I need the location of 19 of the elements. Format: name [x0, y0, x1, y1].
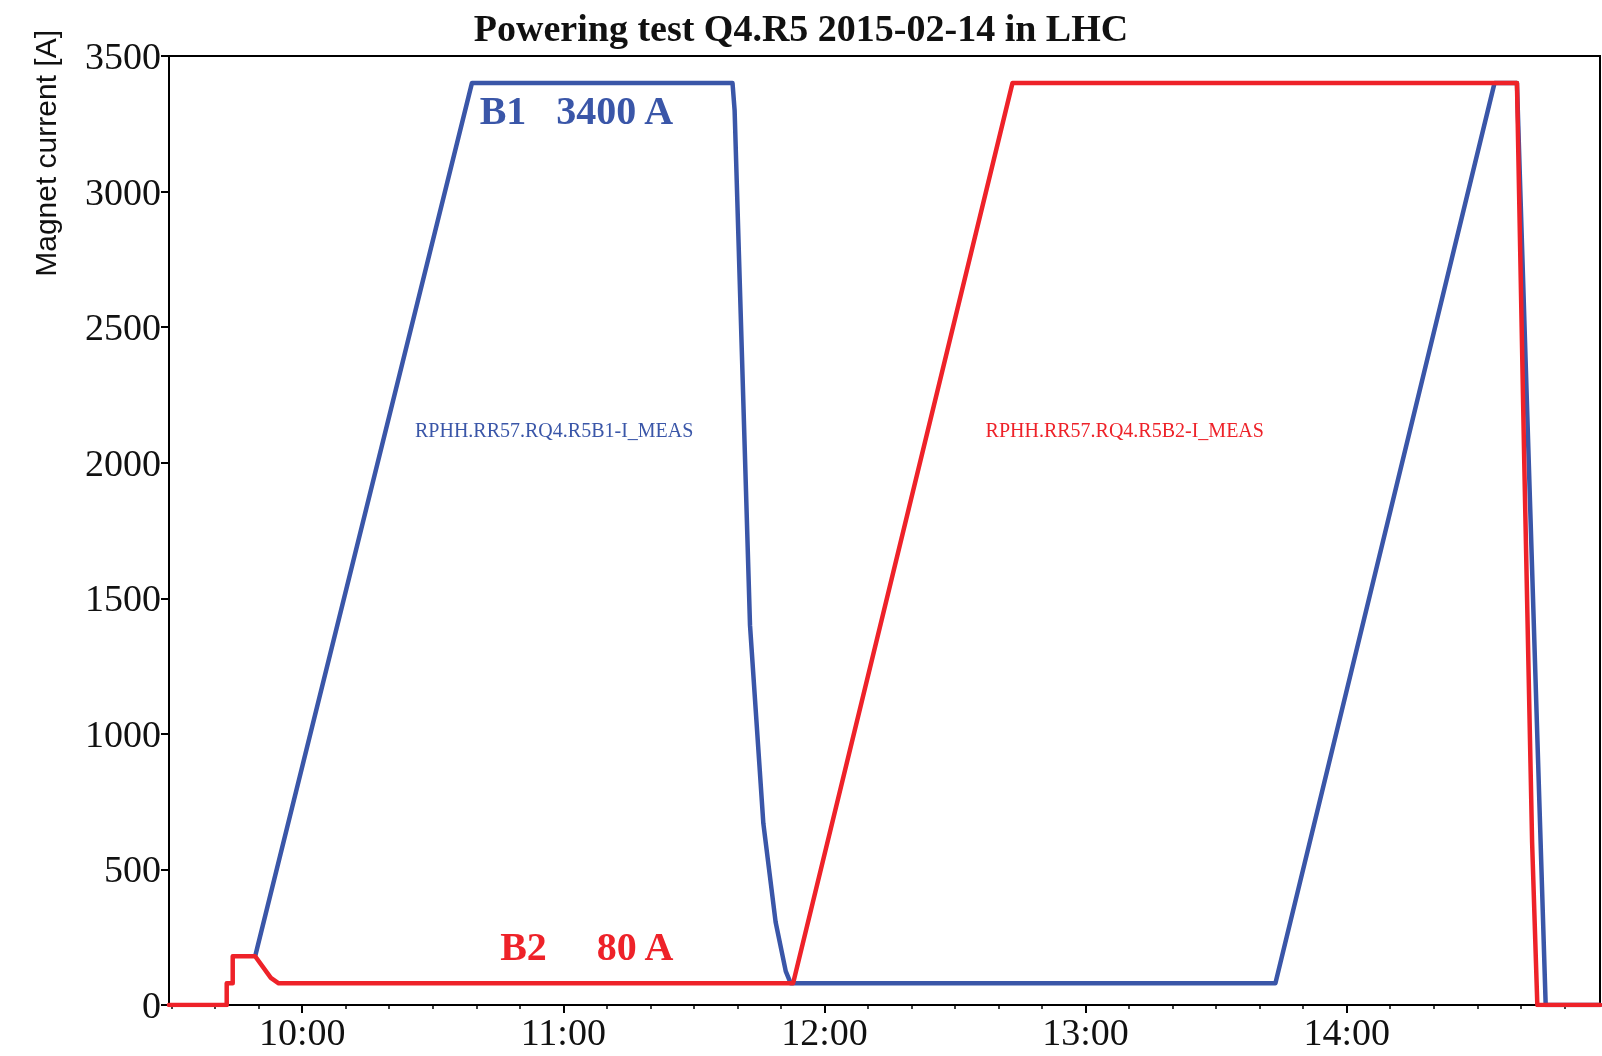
y-tick-label: 3500 — [85, 35, 161, 77]
x-tick-label: 14:00 — [1303, 1011, 1390, 1053]
annotation: B2 80 A — [500, 924, 674, 970]
annotation: B1 3400 A — [479, 87, 674, 133]
y-tick-label: 500 — [104, 848, 161, 891]
text: RPHH.RR57.RQ4.R5B2-I_MEAS — [985, 419, 1264, 442]
x-tick-label: 12:00 — [781, 1011, 868, 1053]
y-tick-label: 2500 — [85, 306, 161, 349]
x-tick-label: 11:00 — [520, 1011, 606, 1053]
y-tick-label: 1500 — [85, 577, 161, 620]
y-tick-label: 0 — [142, 984, 161, 1026]
series-label: RPHH.RR57.RQ4.R5B1-I_MEAS — [414, 419, 694, 442]
y-axis-title: Magnet current [A] — [28, 29, 62, 277]
y-tick-label: 2000 — [85, 441, 161, 484]
y-tick-label: 3000 — [85, 170, 161, 213]
chart-title: Powering test Q4.R5 2015-02-14 in LHC — [473, 7, 1129, 49]
x-tick-label: 10:00 — [258, 1011, 346, 1053]
x-tick-label: 13:00 — [1042, 1011, 1129, 1053]
y-tick-label: 1000 — [85, 712, 161, 755]
